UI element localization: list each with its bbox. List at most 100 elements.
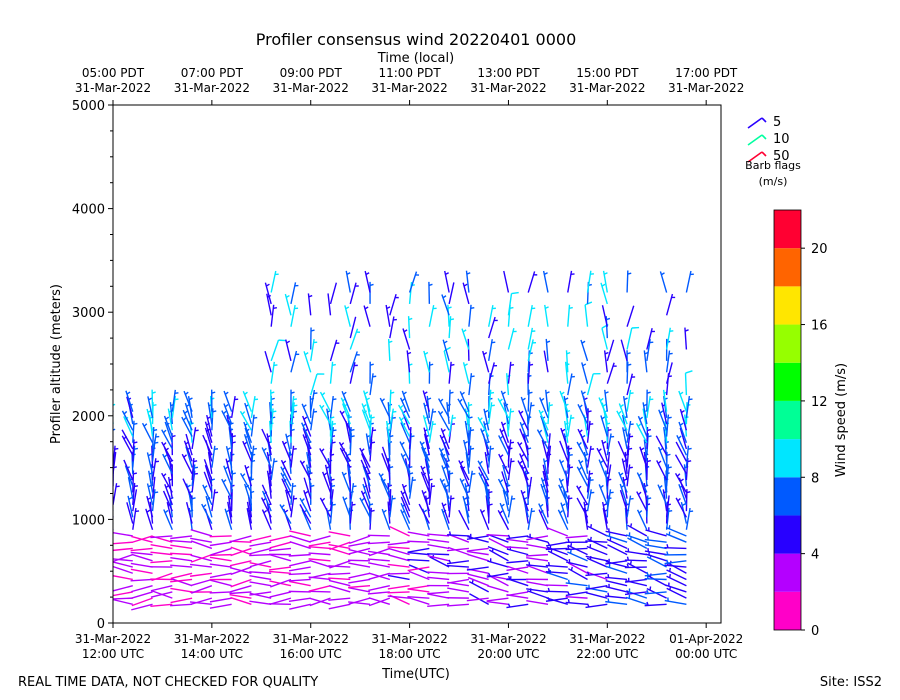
wind-barb bbox=[459, 391, 470, 412]
barb-feather bbox=[681, 409, 685, 414]
wind-barb bbox=[181, 416, 193, 437]
barb-shaft bbox=[441, 294, 450, 316]
wind-barb bbox=[113, 535, 114, 536]
wind-barb bbox=[457, 398, 470, 419]
barb-shaft bbox=[558, 459, 569, 481]
barb-feather bbox=[544, 306, 549, 310]
wind-barb bbox=[211, 445, 219, 468]
barb-feather bbox=[568, 447, 573, 450]
wind-barb bbox=[559, 390, 569, 412]
barb-shaft bbox=[637, 415, 648, 437]
barb-shaft bbox=[368, 585, 390, 592]
wind-barb bbox=[387, 591, 410, 594]
barb-shaft bbox=[230, 433, 234, 456]
wind-barb bbox=[151, 426, 158, 449]
barb-shaft bbox=[461, 328, 470, 350]
wind-barb bbox=[132, 470, 138, 493]
barb-feather bbox=[108, 473, 111, 475]
barb-shaft bbox=[150, 585, 173, 592]
wind-barb bbox=[467, 533, 489, 543]
wind-barb bbox=[345, 270, 351, 293]
x-top-tick-date: 31-Mar-2022 bbox=[470, 81, 546, 95]
wind-barb bbox=[191, 464, 199, 487]
barb-feather bbox=[466, 272, 471, 275]
barb-shaft bbox=[576, 441, 589, 462]
barb-shaft bbox=[369, 373, 374, 396]
barb-shaft bbox=[302, 428, 312, 450]
barb-feather bbox=[528, 561, 531, 566]
barb-shaft bbox=[665, 350, 671, 373]
wind-barb bbox=[239, 472, 253, 493]
barb-feather bbox=[681, 503, 686, 507]
barb-shaft bbox=[151, 489, 156, 512]
wind-barb bbox=[327, 293, 332, 316]
barb-shaft bbox=[624, 578, 647, 583]
barb-shaft bbox=[626, 327, 633, 350]
barb-shaft bbox=[387, 572, 410, 575]
barb-shaft bbox=[288, 578, 311, 582]
barb-shaft bbox=[329, 427, 335, 450]
barb-shaft bbox=[243, 483, 253, 506]
barb-feather bbox=[194, 466, 199, 469]
wind-barb bbox=[665, 293, 676, 316]
barb-shaft bbox=[170, 539, 193, 543]
barb-feather bbox=[330, 478, 335, 481]
barb-shaft bbox=[646, 556, 667, 568]
barb-feather bbox=[685, 370, 693, 374]
barb-shaft bbox=[482, 350, 490, 373]
barb-shaft bbox=[348, 597, 371, 605]
barb-shaft bbox=[249, 575, 272, 581]
barb-shaft bbox=[319, 391, 332, 412]
wind-barb bbox=[637, 415, 648, 437]
wind-barb bbox=[526, 533, 549, 543]
barb-shaft bbox=[260, 497, 272, 518]
barb-feather bbox=[602, 441, 607, 445]
legend-title: Barb flags bbox=[745, 159, 801, 172]
wind-barb bbox=[147, 396, 154, 419]
barb-shaft bbox=[644, 603, 667, 607]
barb-shaft bbox=[246, 508, 253, 530]
x-tick-time: 22:00 UTC bbox=[576, 647, 638, 661]
barb-shaft bbox=[644, 591, 667, 595]
barb-shaft bbox=[400, 509, 411, 531]
barb-shaft bbox=[206, 414, 213, 437]
wind-barb bbox=[507, 408, 515, 431]
barb-shaft bbox=[132, 470, 135, 493]
wind-barb bbox=[284, 293, 292, 316]
wind-barb bbox=[113, 561, 133, 568]
barb-shaft bbox=[483, 408, 490, 431]
barb-shaft bbox=[264, 350, 272, 373]
barb-shaft bbox=[126, 502, 134, 524]
barb-feather bbox=[105, 417, 108, 419]
wind-barb bbox=[616, 410, 628, 431]
barb-feather bbox=[427, 397, 432, 401]
barb-shaft bbox=[459, 391, 470, 412]
barb-feather bbox=[187, 484, 191, 488]
barb-feather bbox=[293, 398, 297, 401]
colorbar-swatch bbox=[774, 553, 801, 592]
barb-feather bbox=[522, 397, 526, 401]
wind-barb bbox=[626, 495, 634, 518]
wind-barb bbox=[625, 532, 648, 543]
barb-shaft bbox=[567, 414, 572, 437]
barb-feather bbox=[390, 391, 395, 394]
x-tick-date: 31-Mar-2022 bbox=[371, 632, 447, 646]
wind-barb bbox=[363, 390, 371, 412]
barb-feather bbox=[509, 306, 514, 309]
barb-shaft bbox=[488, 537, 509, 550]
wind-barb bbox=[308, 572, 331, 579]
wind-barb bbox=[441, 465, 450, 487]
barb-feather bbox=[194, 472, 199, 475]
wind-barb bbox=[368, 597, 391, 607]
barb-shaft bbox=[113, 427, 114, 431]
wind-barb bbox=[546, 489, 549, 512]
barb-shaft bbox=[444, 270, 450, 293]
barb-shaft bbox=[378, 472, 391, 493]
barb-shaft bbox=[367, 591, 390, 595]
barb-shaft bbox=[363, 305, 371, 327]
wind-barb bbox=[381, 508, 391, 531]
barb-shaft bbox=[538, 509, 549, 531]
barb-shaft bbox=[465, 270, 470, 293]
wind-barb bbox=[444, 270, 450, 293]
wind-barb bbox=[328, 565, 351, 568]
